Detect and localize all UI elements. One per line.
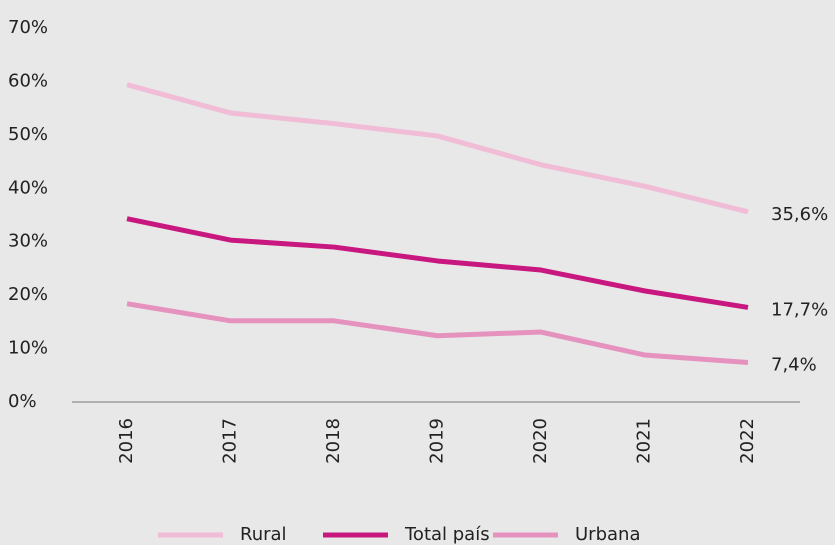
x-tick-label: 2017	[220, 418, 241, 464]
y-tick-label: 10%	[8, 338, 48, 359]
data-label: 35,6%	[771, 204, 828, 225]
legend-label: Rural	[240, 524, 287, 545]
series-line	[126, 82, 749, 215]
x-tick-label: 2021	[634, 418, 655, 464]
x-tick-label: 2016	[116, 418, 137, 464]
y-tick-label: 50%	[8, 124, 48, 145]
y-tick-label: 20%	[8, 284, 48, 305]
x-tick-label: 2019	[427, 418, 448, 464]
legend-label: Total país	[404, 524, 490, 545]
series-line	[126, 301, 749, 365]
x-tick-label: 2020	[530, 418, 551, 464]
y-tick-label: 40%	[8, 177, 48, 198]
y-tick-label: 30%	[8, 231, 48, 252]
y-tick-label: 0%	[8, 391, 37, 412]
data-label: 17,7%	[771, 299, 828, 320]
data-label: 7,4%	[771, 354, 817, 375]
x-tick-label: 2018	[323, 418, 344, 464]
series-line	[126, 216, 749, 310]
x-tick-label: 2022	[737, 418, 758, 464]
y-tick-label: 70%	[8, 17, 48, 38]
legend-label: Urbana	[575, 524, 640, 545]
y-tick-label: 60%	[8, 70, 48, 91]
